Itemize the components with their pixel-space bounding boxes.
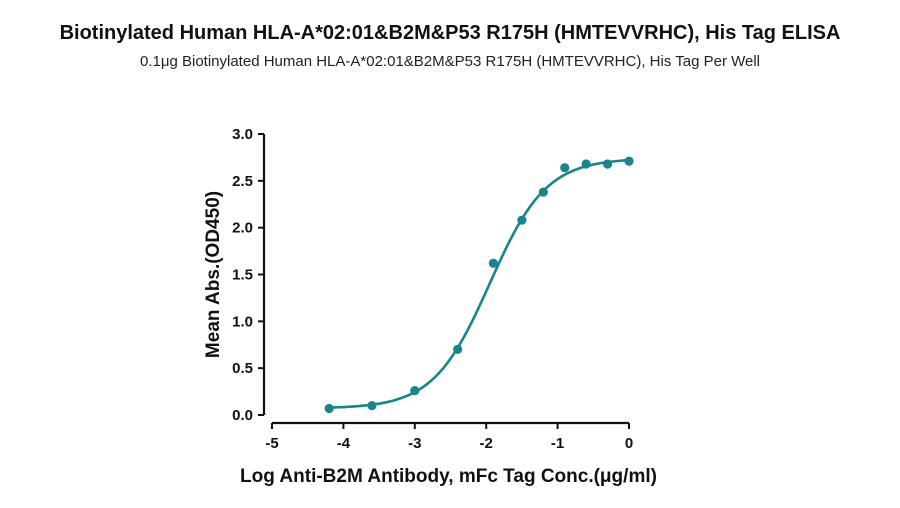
data-point [367,401,377,411]
axes-layer: 0.0 0.5 1.0 1.5 2.0 2.5 3.0 -5 -4 -3 -2 -1 0 [232,126,633,452]
data-point [624,156,634,166]
y-tick-label: 2.5 [232,173,253,190]
data-points-layer [324,156,634,414]
y-tick-label: 3.0 [232,126,253,143]
y-tick-label: 2.0 [232,220,253,237]
data-point [602,159,613,169]
data-point [538,187,548,197]
data-point [488,258,498,268]
chart-title: Biotinylated Human HLA-A*02:01&B2M&P53 R… [59,22,841,44]
x-tick-label: -4 [337,435,351,452]
y-tick-label: 1.5 [232,267,253,284]
x-tick-label: 0 [625,435,633,452]
y-tick-label: 1.0 [232,313,253,330]
x-axis-title: Log Anti-B2M Antibody, mFc Tag Conc.(μg/… [240,466,657,487]
y-tick-label: 0.0 [232,407,253,424]
fit-curve [329,158,630,409]
x-tick-label: -5 [265,435,278,452]
data-point [517,215,527,225]
x-tick-label: -3 [408,435,421,452]
fit-curve-layer [329,158,630,409]
y-tick-label: 0.5 [232,360,253,377]
chart-subtitle: 0.1μg Biotinylated Human HLA-A*02:01&B2M… [139,53,760,70]
data-point [410,386,420,396]
y-axis-title: Mean Abs.(OD450) [203,191,224,358]
data-point [324,403,334,414]
x-tick-label: -2 [480,435,493,452]
x-tick-label: -1 [551,435,564,452]
data-point [560,163,570,173]
data-point [453,344,463,355]
data-point [581,159,591,169]
